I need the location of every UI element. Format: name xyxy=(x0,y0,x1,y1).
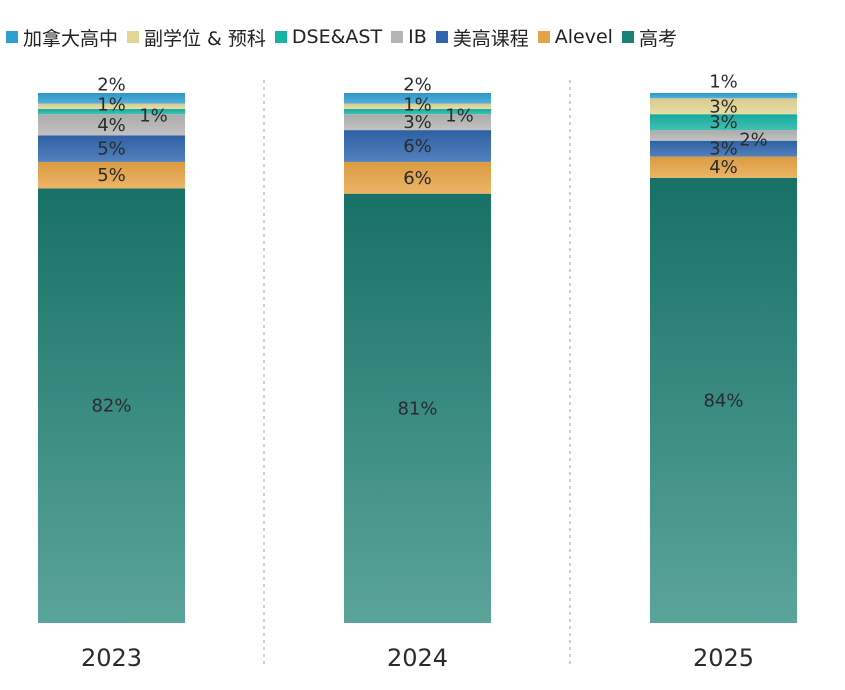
legend-item: 美高课程 xyxy=(435,24,529,51)
data-label: 6% xyxy=(403,136,432,157)
legend-item: IB xyxy=(391,26,427,48)
bar-segment xyxy=(38,103,185,109)
data-label: 84% xyxy=(703,390,743,411)
bar-segment xyxy=(650,177,797,624)
bar-segment xyxy=(344,103,491,109)
legend-swatch xyxy=(274,31,287,43)
bar-segment xyxy=(344,93,491,104)
bar-segment xyxy=(344,130,491,162)
data-label: 5% xyxy=(97,165,126,186)
legend-item: 副学位 & 预科 xyxy=(127,24,266,51)
legend-label: IB xyxy=(408,26,427,48)
legend-label: DSE&AST xyxy=(291,26,383,48)
legend: 加拿大高中 副学位 & 预科 DSE&AST IB 美高课程 Alevel 高考 xyxy=(6,22,686,52)
bar-segment xyxy=(38,135,185,162)
data-label: 1% xyxy=(709,72,738,93)
bar-segment xyxy=(344,161,491,194)
bar-segment xyxy=(650,98,797,115)
legend-swatch xyxy=(6,31,18,43)
legend-item: 加拿大高中 xyxy=(6,24,118,51)
data-label: 81% xyxy=(397,398,437,419)
data-label: 1% xyxy=(403,94,432,115)
legend-item: Alevel xyxy=(537,26,613,48)
data-label: 2% xyxy=(403,74,432,95)
data-label: 2% xyxy=(97,74,126,95)
legend-swatch xyxy=(435,31,448,43)
legend-swatch xyxy=(127,31,140,43)
category-label: 2024 xyxy=(387,644,448,672)
bar-segment xyxy=(38,93,185,104)
legend-item: DSE&AST xyxy=(274,26,383,48)
bar-segment xyxy=(344,193,491,623)
bar-segment xyxy=(650,140,797,157)
legend-label: Alevel xyxy=(554,26,613,48)
data-label: 3% xyxy=(709,96,738,117)
data-label: 1% xyxy=(445,106,474,127)
data-label: 3% xyxy=(709,139,738,160)
legend-item: 高考 xyxy=(621,24,677,51)
legend-swatch xyxy=(621,31,634,43)
legend-swatch xyxy=(391,31,404,43)
data-label: 1% xyxy=(139,106,168,127)
data-label: 6% xyxy=(403,168,432,189)
legend-swatch xyxy=(537,31,550,43)
bar-segment xyxy=(650,93,797,99)
bar-segment xyxy=(344,114,491,131)
data-label: 2% xyxy=(739,129,768,150)
data-label: 5% xyxy=(97,139,126,160)
bar-segment xyxy=(650,156,797,178)
legend-label: 美高课程 xyxy=(452,27,529,50)
legend-label: 加拿大高中 xyxy=(23,27,119,50)
bar-segment xyxy=(38,108,185,115)
category-label: 2025 xyxy=(693,644,754,672)
bar-segment xyxy=(650,114,797,131)
bar-segment xyxy=(650,130,797,141)
bar-segment xyxy=(38,161,185,189)
bar-segment xyxy=(344,108,491,115)
bar-segment xyxy=(38,114,185,136)
legend-label: 高考 xyxy=(638,27,677,50)
category-label: 2023 xyxy=(81,644,142,672)
data-label: 82% xyxy=(91,396,131,417)
data-label: 1% xyxy=(97,94,126,115)
bar-segment xyxy=(38,188,185,623)
data-label: 4% xyxy=(709,157,738,178)
data-label: 3% xyxy=(403,112,432,133)
data-label: 4% xyxy=(97,115,126,136)
data-label: 3% xyxy=(709,112,738,133)
legend-label: 副学位 & 预科 xyxy=(144,27,266,50)
